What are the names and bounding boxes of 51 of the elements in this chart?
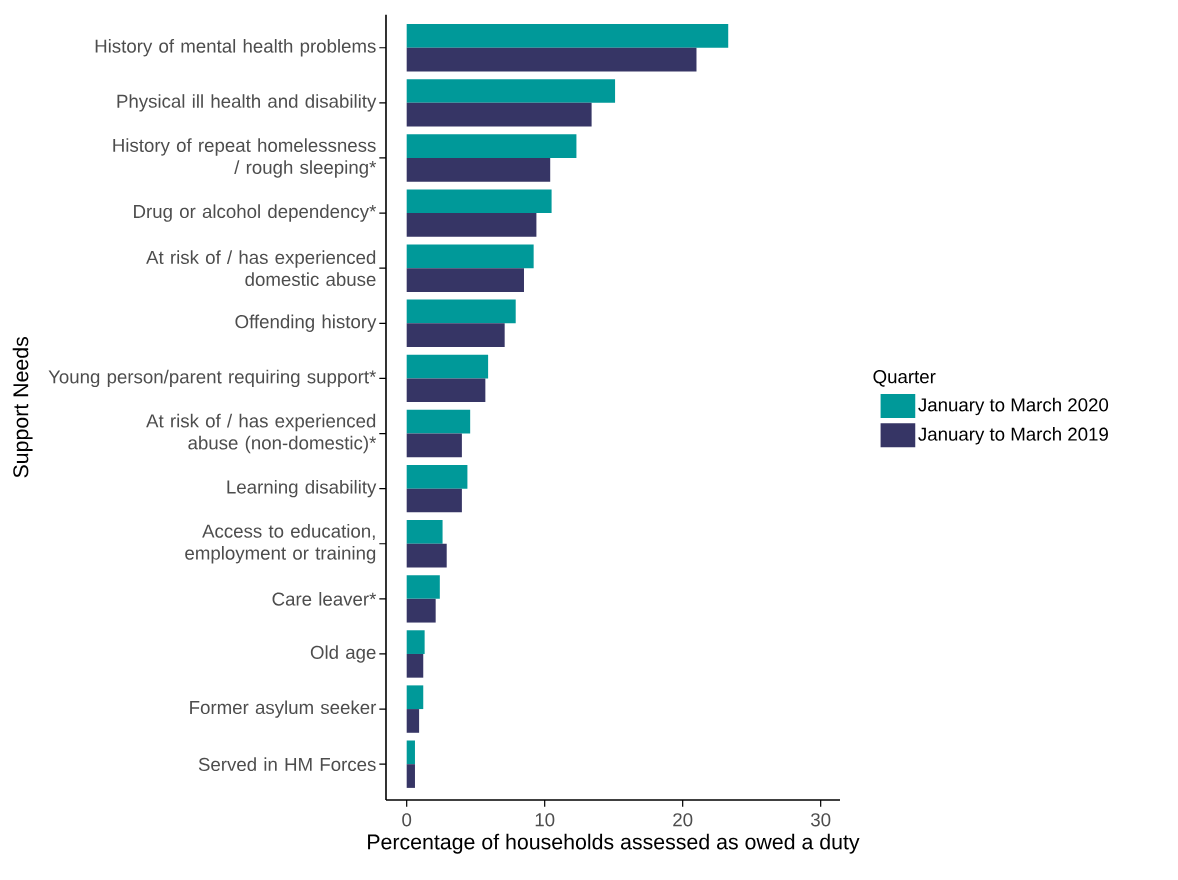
y-tick-label: Learning disability bbox=[227, 480, 377, 498]
bar bbox=[406, 654, 424, 678]
y-tick-label: Offending history bbox=[235, 314, 377, 333]
bar bbox=[406, 24, 729, 48]
bar bbox=[406, 189, 552, 214]
bar bbox=[406, 299, 516, 324]
x-tick-label: 0 bbox=[402, 813, 412, 827]
bar bbox=[406, 575, 440, 600]
bar bbox=[406, 543, 447, 568]
bar bbox=[406, 134, 577, 159]
bar bbox=[406, 630, 425, 655]
y-tick-label: Access to education, employment or training bbox=[185, 524, 376, 564]
bar bbox=[406, 103, 592, 127]
bar bbox=[406, 79, 616, 104]
bar bbox=[406, 740, 415, 765]
bar bbox=[406, 520, 443, 544]
bar bbox=[406, 599, 436, 623]
bar bbox=[406, 268, 524, 293]
y-tick-label: Physical ill health and disability bbox=[117, 94, 377, 112]
bar bbox=[406, 764, 415, 789]
y-tick-label: At risk of / has experienced abuse (non-domestic)* bbox=[146, 413, 377, 454]
bar bbox=[406, 47, 697, 72]
legend-label: January to March 2020 bbox=[918, 397, 1109, 416]
bar bbox=[406, 685, 424, 710]
y-tick-label: Old age bbox=[310, 645, 376, 663]
x-tick-label: 30 bbox=[811, 813, 831, 827]
legend-title: Quarter bbox=[873, 370, 936, 387]
bar bbox=[406, 433, 462, 458]
bar bbox=[406, 354, 489, 379]
y-tick-label: Served in HM Forces bbox=[198, 757, 376, 772]
x-tick-label: 20 bbox=[673, 813, 693, 827]
bar bbox=[406, 378, 486, 403]
x-tick-label: 10 bbox=[535, 813, 555, 827]
y-tick-label: Young person/parent requiring support* bbox=[48, 369, 377, 388]
bar bbox=[406, 465, 468, 489]
bar bbox=[406, 244, 534, 269]
legend-label: January to March 2019 bbox=[918, 427, 1108, 445]
bar bbox=[406, 488, 462, 513]
bar bbox=[406, 409, 471, 434]
y-tick-label: Drug or alcohol dependency* bbox=[134, 204, 377, 222]
bar bbox=[406, 158, 551, 182]
y-tick-label: Former asylum seeker bbox=[190, 700, 377, 718]
y-tick-label: History of repeat homelessness / rough sleeping* bbox=[113, 138, 377, 178]
x-axis-title: Percentage of households assessed as owed a duty bbox=[368, 833, 860, 854]
y-tick-label: At risk of / has experienced domestic abuse bbox=[146, 250, 376, 287]
bar bbox=[406, 323, 505, 348]
bar bbox=[406, 213, 537, 237]
y-tick-label: History of mental health problems bbox=[95, 39, 376, 57]
bar bbox=[406, 709, 420, 733]
y-axis-title: Support Needs bbox=[12, 337, 33, 478]
y-tick-label: Care leaver* bbox=[272, 592, 377, 606]
